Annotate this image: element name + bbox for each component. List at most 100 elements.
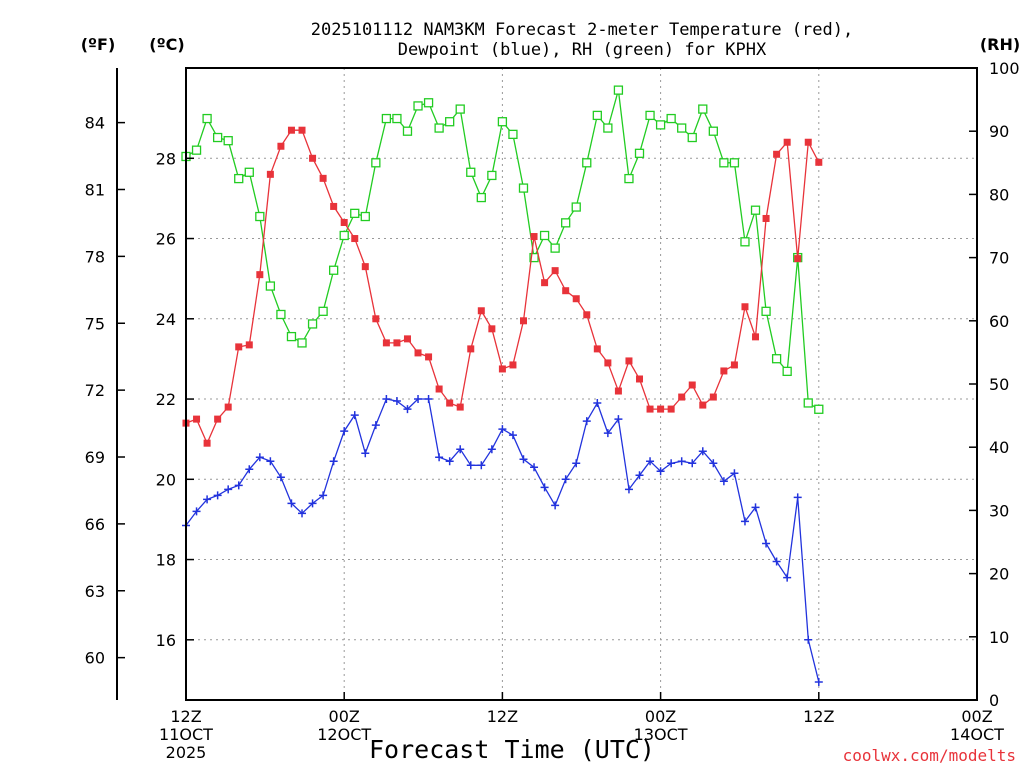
rh-point (518, 183, 529, 193)
rh-tick-label: 20 (989, 565, 1009, 584)
temperature-point (646, 405, 654, 413)
temperature-point (193, 415, 201, 423)
dewpoint-point (424, 395, 433, 404)
credit-text: coolwx.com/modelts (843, 746, 1016, 765)
celsius-tick-label: 26 (156, 230, 176, 249)
temperature-point (446, 399, 454, 407)
rh-point (624, 173, 634, 184)
dewpoint-point (456, 445, 465, 454)
dewpoint-point (519, 455, 528, 464)
temperature-point (340, 218, 348, 226)
rh-point (761, 306, 771, 316)
temperature-point (604, 359, 612, 367)
temperature-point (435, 385, 443, 393)
rh-tick-label: 10 (989, 628, 1009, 647)
temperature-point (773, 150, 781, 158)
celsius-tick-label: 24 (156, 310, 176, 329)
dewpoint-point (593, 399, 602, 408)
temperature-point (245, 341, 253, 349)
temperature-point (804, 138, 812, 146)
temperature-point (699, 401, 707, 409)
dewpoint-point (561, 475, 570, 484)
dewpoint-point (783, 573, 792, 582)
temperature-point (636, 375, 644, 383)
rh-point (592, 110, 602, 121)
rh-point (645, 110, 655, 121)
rh-point (750, 205, 761, 215)
temperature-point (277, 142, 285, 150)
rh-point (212, 132, 223, 143)
temperature-series (182, 126, 823, 447)
x-axis-label: Forecast Time (UTC) (369, 735, 655, 764)
temperature-point (783, 138, 791, 146)
rh-point (771, 354, 782, 364)
rh-point (698, 104, 708, 114)
rh-series (181, 85, 824, 414)
rh-point (803, 398, 813, 408)
fahrenheit-tick-label: 72 (85, 381, 105, 400)
dewpoint-series (182, 395, 823, 686)
temperature-point (657, 405, 665, 413)
rh-tick-label: 30 (989, 501, 1009, 520)
dewpoint-point (319, 491, 328, 500)
fahrenheit-tick-label: 60 (85, 649, 105, 668)
x-tick-label: 12Z (170, 707, 201, 726)
temperature-point (372, 315, 380, 323)
temperature-point (235, 343, 243, 351)
dewpoint-point (361, 449, 370, 458)
rh-point (339, 230, 349, 241)
rh-point (634, 148, 645, 158)
celsius-tick-label: 18 (156, 551, 176, 570)
series-layer (181, 85, 824, 686)
chart-title-line-2: Dewpoint (blue), RH (green) for KPHX (398, 40, 767, 60)
x-tick-year: 2025 (166, 743, 207, 762)
dewpoint-point (677, 457, 686, 466)
temperature-point (530, 233, 538, 241)
axes: 60 63 66 69 72 75 78 81 84 16 18 20 22 24 26 28 0 10 20 30 4… (85, 59, 1020, 762)
dewpoint-point (487, 445, 496, 454)
x-tick-label: 00Z (961, 707, 992, 726)
temperature-point (794, 255, 802, 263)
rh-tick-label: 80 (989, 185, 1009, 204)
x-tick-date: 12OCT (317, 725, 371, 744)
rh-point (223, 136, 233, 146)
temperature-point (256, 271, 264, 279)
dewpoint-point (540, 483, 549, 492)
temperature-point (593, 345, 601, 353)
rh-point (719, 158, 729, 168)
temperature-point (467, 345, 475, 353)
rh-point (666, 113, 676, 124)
temperature-point (614, 387, 622, 395)
rh-tick-label: 100 (989, 59, 1020, 78)
dewpoint-point (340, 427, 349, 436)
chart-title-line-1: 2025101112 NAM3KM Forecast 2-meter Tempe… (311, 20, 853, 40)
dewpoint-point (234, 481, 243, 490)
rh-point (381, 113, 392, 124)
temperature-point (667, 405, 675, 413)
rh-point (476, 192, 486, 203)
rh-point (814, 404, 824, 414)
dewpoint-point (213, 491, 222, 500)
rh-point (529, 252, 539, 263)
dewpoint-point (688, 459, 697, 468)
rh-point (318, 306, 328, 316)
rh-point (255, 211, 265, 222)
temperature-point (688, 381, 696, 389)
rh-point (445, 117, 455, 127)
dewpoint-point (203, 495, 212, 504)
dewpoint-point (508, 431, 517, 440)
rh-point (782, 366, 792, 377)
rh-tick-label: 70 (989, 249, 1009, 268)
dewpoint-point (582, 417, 591, 426)
rh-point (466, 167, 476, 177)
temperature-point (403, 335, 411, 343)
fahrenheit-tick-label: 66 (85, 515, 105, 534)
dewpoint-point (646, 457, 655, 466)
temperature-point (488, 325, 496, 333)
dewpoint-point (435, 453, 444, 462)
temperature-point (287, 126, 295, 134)
dewpoint-point (308, 499, 317, 508)
x-tick-label: 12Z (487, 707, 518, 726)
temperature-point (361, 263, 369, 271)
fahrenheit-tick-label: 69 (85, 448, 105, 467)
